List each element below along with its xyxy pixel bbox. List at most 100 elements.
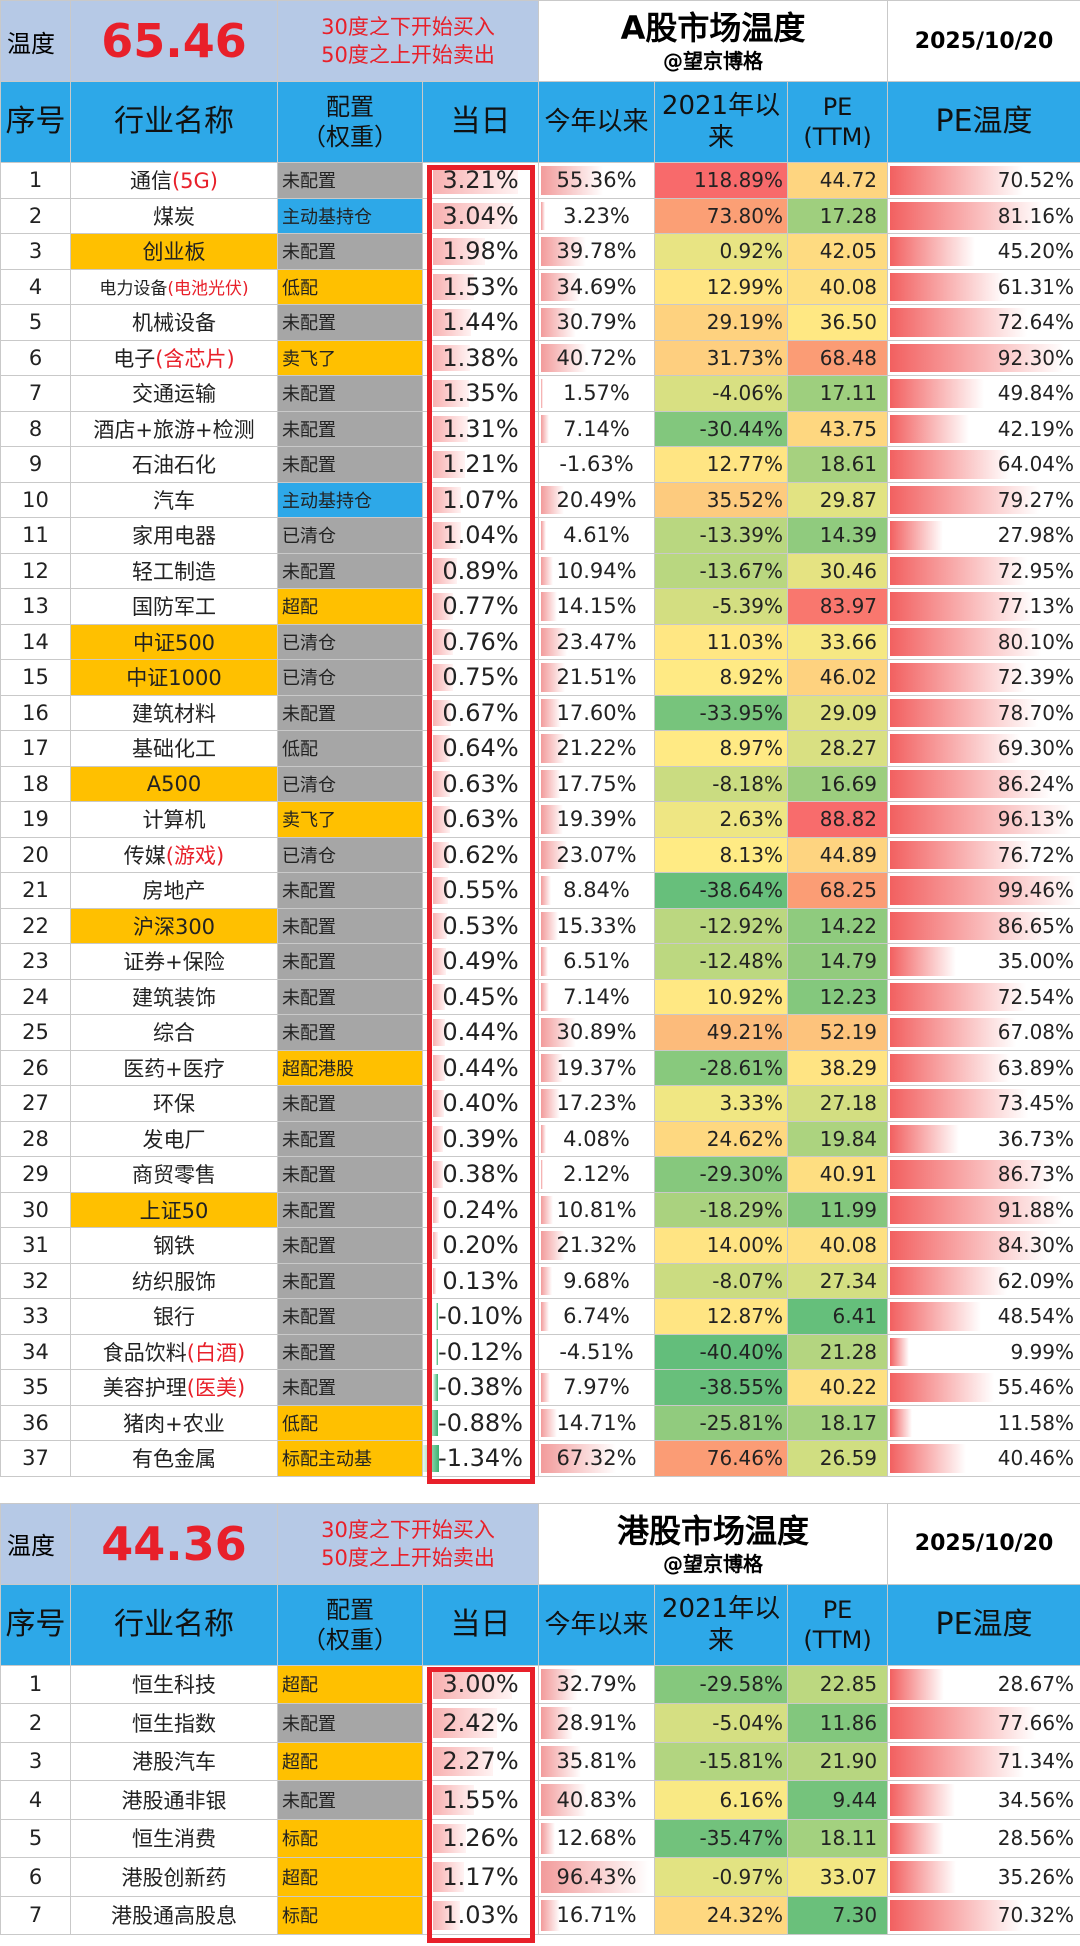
config-cell: 卖飞了 [277,801,423,838]
pe-temperature: 96.13% [887,801,1080,838]
row-index: 21 [0,872,71,909]
day-change: 0.76% [421,623,540,660]
hk-day-change-value: 1.55% [442,1785,519,1814]
hk-pe-ttm: 9.44 [787,1780,889,1820]
config-cell: 卖飞了 [277,339,423,376]
ytd-change: 40.72% [538,339,656,376]
day-change: 1.98% [421,233,540,270]
industry-name-text: 中证1000 [126,666,222,691]
pe-temperature-value: 86.65% [997,913,1075,938]
day-change-bar [433,628,454,655]
hk-pe-temperature: 70.32% [887,1895,1080,1935]
ytd-bar [541,485,564,514]
ytd-bar [541,1231,565,1260]
table-row: 37 有色金属 标配主动基 -1.34% 67.32% 76.46% 26.59 40.46% [0,1440,1080,1477]
day-change: 0.77% [421,588,540,625]
day-change-value: -0.12% [438,1337,523,1366]
row-index: 8 [0,410,71,447]
pe-temperature: 84.30% [887,1227,1080,1264]
hk-since-2021: 6.16% [654,1780,789,1820]
day-change-bar [433,238,486,265]
table-row: 31 钢铁 未配置 0.20% 21.32% 14.00% 40.08 84.30% [0,1227,1080,1264]
pe-temperature-bar [890,485,1040,514]
day-change-bar [433,735,450,762]
pe-ttm: 40.08 [787,1227,889,1264]
industry-name: 传媒(游戏) [70,836,278,873]
hk-industry-name-text: 港股通高股息 [111,1904,237,1929]
hk-pe-ttm: 18.11 [787,1818,889,1858]
hk-config-cell: 标配 [277,1818,423,1858]
ytd-value: 55.36% [556,168,637,193]
pe-ttm: 42.05 [787,233,889,270]
table-row: 28 发电厂 未配置 0.39% 4.08% 24.62% 19.84 36.73% [0,1120,1080,1157]
hk-config-cell: 超配 [277,1741,423,1781]
ytd-value: 1.57% [563,381,630,406]
day-change-value: 0.44% [442,1053,519,1082]
day-change: 0.67% [421,694,540,731]
table-row: 19 计算机 卖飞了 0.63% 19.39% 2.63% 88.82 96.13% [0,801,1080,838]
table-row: 10 汽车 主动基持仓 1.07% 20.49% 35.52% 29.87 79.27% [0,481,1080,518]
pe-temperature-bar [890,1231,1049,1260]
hk-day-change-value: 2.27% [442,1747,519,1776]
day-change-bar [433,1090,444,1117]
pe-ttm: 43.75 [787,410,889,447]
table-row: 21 房地产 未配置 0.55% 8.84% -38.64% 68.25 99.46% [0,872,1080,909]
day-change-value: 1.21% [442,450,519,479]
header-name: 行业名称 [70,81,278,163]
row-index: 30 [0,1191,71,1228]
row-index: 35 [0,1369,71,1406]
pe-temperature-value: 69.30% [997,736,1075,761]
ytd-change: 9.68% [538,1262,656,1299]
hk-row-index: 7 [0,1895,71,1935]
table-row: 22 沪深300 未配置 0.53% 15.33% -12.92% 14.22 86.65% [0,907,1080,944]
hk-industry-name-text: 港股汽车 [132,1750,216,1775]
table-row: 13 国防军工 超配 0.77% 14.15% -5.39% 83.97 77.13% [0,588,1080,625]
industry-name-text: 计算机 [142,808,206,833]
hk-since-2021: 24.32% [654,1895,789,1935]
config-cell: 已清仓 [277,765,423,802]
since-2021: 118.89% [654,162,789,199]
ytd-change: 34.69% [538,268,656,305]
row-index: 3 [0,233,71,270]
row-index: 11 [0,517,71,554]
pe-temperature-bar [890,450,1011,479]
industry-name-text: 轻工制造 [132,559,216,584]
rule-text: 30度之下开始买入 50度之上开始卖出 [276,0,540,82]
table-row: 7 交通运输 未配置 1.35% 1.57% -4.06% 17.11 49.84% [0,375,1080,412]
ytd-value: 14.15% [556,594,637,619]
hk-rule-sell: 50度之上开始卖出 [321,1545,495,1570]
since-2021: -8.07% [654,1262,789,1299]
pe-ttm: 17.11 [787,375,889,412]
ytd-value: 7.14% [563,416,630,441]
header-config: 配置 （权重） [277,81,423,163]
hk-pe-ttm: 21.90 [787,1741,889,1781]
table-row: 34 食品饮料(白酒) 未配置 -0.12% -4.51% -40.40% 21.28 9.9… [0,1333,1080,1370]
industry-name-note: (含芯片) [155,346,235,371]
table-row: 26 医药+医疗 超配港股 0.44% 19.37% -28.61% 38.29 63.89% [0,1049,1080,1086]
pe-temperature-value: 99.46% [997,878,1075,903]
day-change-value: 1.53% [442,272,519,301]
pe-temperature: 9.99% [887,1333,1080,1370]
hk-ytd-change: 35.81% [538,1741,656,1781]
since-2021: -12.92% [654,907,789,944]
pe-temperature-value: 27.98% [997,523,1075,548]
config-cell: 已清仓 [277,659,423,696]
config-cell: 未配置 [277,1333,423,1370]
hk-table: 温度 44.36 30度之下开始买入 50度之上开始卖出 港股市场温度 @望京博格 … [0,1502,1080,1936]
ytd-change: 10.81% [538,1191,656,1228]
hk-table-row: 7 港股通高股息 标配 1.03% 16.71% 24.32% 7.30 70.32% [0,1895,1080,1935]
hk-table-title: 港股市场温度 @望京博格 [538,1502,889,1585]
pe-ttm: 40.91 [787,1156,889,1193]
config-cell: 未配置 [277,410,423,447]
industry-name-text: 商贸零售 [132,1163,216,1188]
industry-name: 证券+保险 [70,943,278,980]
day-change: 0.13% [421,1262,540,1299]
industry-name-text: 汽车 [153,488,195,513]
ytd-bar [541,272,580,301]
ytd-value: 8.84% [563,878,630,903]
hk-pe-temperature-value: 35.26% [997,1864,1075,1889]
hk-industry-name: 港股通高股息 [70,1895,278,1935]
pe-temperature-value: 35.00% [997,949,1075,974]
ytd-change: 67.32% [538,1440,656,1477]
pe-temperature-value: 91.88% [997,1197,1075,1222]
